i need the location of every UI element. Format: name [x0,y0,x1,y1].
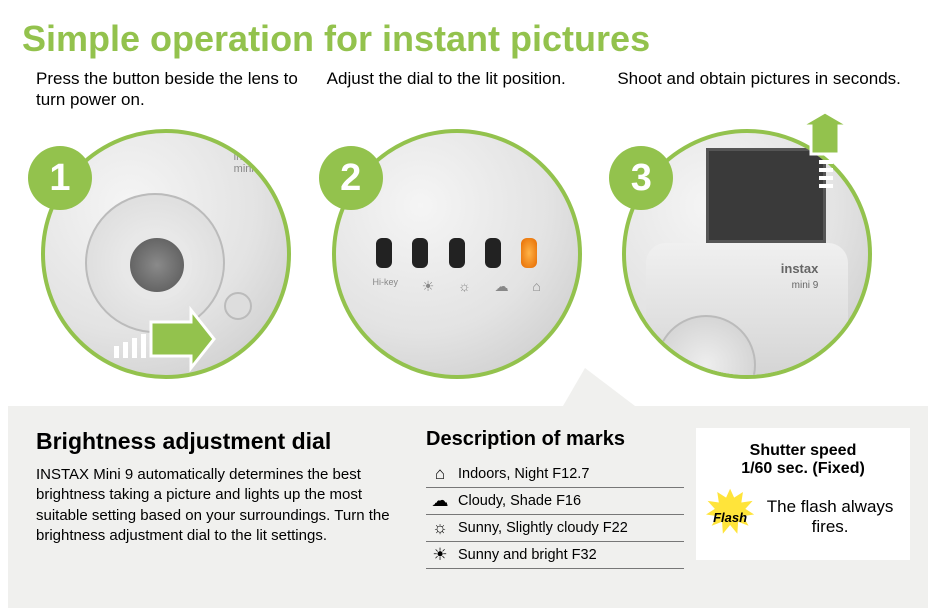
steps-row: Press the button beside the lens to turn… [0,68,936,384]
step-3-badge: 3 [609,146,673,210]
info-box: Shutter speed 1/60 sec. (Fixed) Flash Th… [696,428,910,560]
shutter-info-section: Shutter speed 1/60 sec. (Fixed) Flash Th… [684,428,910,594]
house-icon: ⌂ [426,464,454,484]
cloud-icon: ☁ [426,491,454,511]
brightness-body: INSTAX Mini 9 automatically determines t… [36,465,406,546]
step-1-text: Press the button beside the lens to turn… [36,68,327,112]
mark-row: ☼ Sunny, Slightly cloudy F22 [426,515,684,542]
arrow-up-icon [795,110,855,210]
sun-partial-icon: ☼ [426,518,454,538]
mark-row: ☀ Sunny and bright F32 [426,542,684,569]
marks-title: Description of marks [426,428,684,451]
shutter-line1: Shutter speed [706,442,900,460]
lower-panel: Brightness adjustment dial INSTAX Mini 9… [8,406,928,608]
flash-badge: Flash [706,488,754,546]
sun-icon: ☀ [426,545,454,565]
mark-row: ⌂ Indoors, Night F12.7 [426,461,684,488]
mark-row: ☁ Cloudy, Shade F16 [426,488,684,515]
step-1-badge: 1 [28,146,92,210]
step-3-text: Shoot and obtain pictures in seconds. [617,68,908,112]
dial-icons-row: Hi-key ☀ ☼ ☁ ⌂ [361,278,553,295]
shutter-line2: 1/60 sec. (Fixed) [706,460,900,478]
arrow-right-icon [96,304,216,374]
step-2: Adjust the dial to the lit position. Hi-… [327,68,618,384]
marks-section: Description of marks ⌂ Indoors, Night F1… [426,428,684,594]
step-2-badge: 2 [319,146,383,210]
brightness-section: Brightness adjustment dial INSTAX Mini 9… [36,428,426,594]
flash-text: The flash always fires. [760,497,900,536]
step-2-text: Adjust the dial to the lit position. [327,68,618,112]
step-3: Shoot and obtain pictures in seconds. in… [617,68,908,384]
callout-pointer [563,368,635,406]
step-1: Press the button beside the lens to turn… [36,68,327,384]
page-title: Simple operation for instant pictures [0,0,936,68]
brightness-title: Brightness adjustment dial [36,428,406,455]
